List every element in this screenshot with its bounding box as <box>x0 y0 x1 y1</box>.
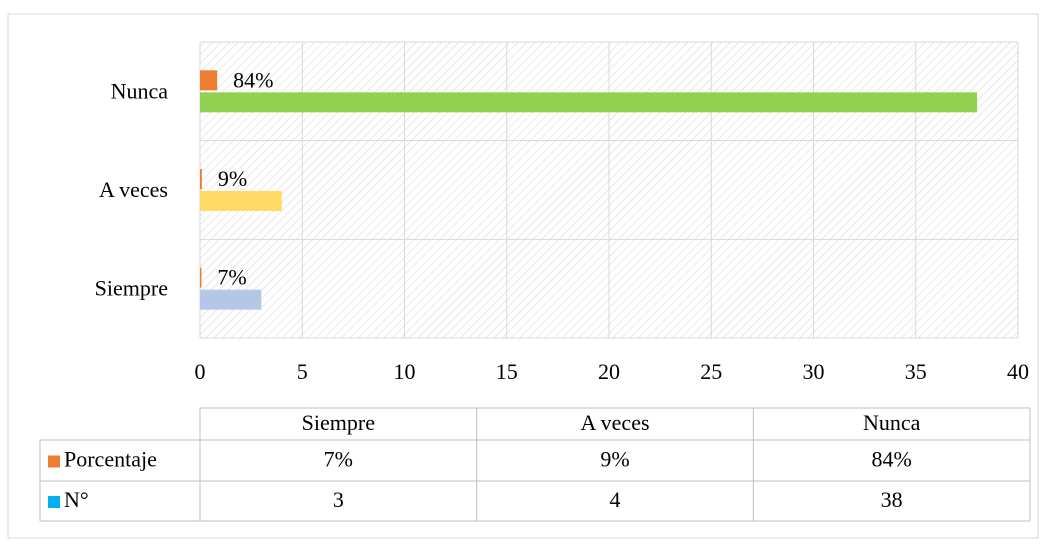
bar <box>200 70 218 91</box>
legend-label: N° <box>64 487 89 512</box>
bar <box>200 92 978 113</box>
table-header: Siempre <box>302 410 375 435</box>
legend-key <box>48 496 60 508</box>
table-cell: 7% <box>324 447 353 472</box>
x-tick-label: 40 <box>1007 359 1029 384</box>
y-tick-label: Siempre <box>95 276 168 301</box>
bar <box>200 289 262 310</box>
x-tick-label: 35 <box>905 359 927 384</box>
x-tick-label: 0 <box>195 359 206 384</box>
table-cell: 84% <box>872 447 912 472</box>
legend-label: Porcentaje <box>64 447 157 472</box>
legend-key <box>48 455 60 468</box>
table-header: A veces <box>580 410 649 435</box>
y-tick-label: Nunca <box>111 78 169 103</box>
table-header: Nunca <box>863 410 921 435</box>
data-label: 9% <box>218 166 247 191</box>
table-cell: 9% <box>600 447 629 472</box>
x-tick-label: 5 <box>297 359 308 384</box>
table-cell: 3 <box>333 487 344 512</box>
bar <box>200 169 202 189</box>
x-tick-label: 25 <box>700 359 722 384</box>
x-tick-label: 30 <box>803 359 825 384</box>
table-cell: 38 <box>881 487 903 512</box>
chart-frame <box>7 13 1039 539</box>
data-label: 7% <box>217 265 246 290</box>
y-tick-label: A veces <box>99 177 168 202</box>
x-tick-label: 15 <box>496 359 518 384</box>
bar <box>200 191 282 211</box>
bar <box>200 267 202 288</box>
table-cell: 4 <box>610 487 621 512</box>
data-label: 84% <box>233 67 273 92</box>
x-tick-label: 10 <box>394 359 416 384</box>
x-tick-label: 20 <box>598 359 620 384</box>
